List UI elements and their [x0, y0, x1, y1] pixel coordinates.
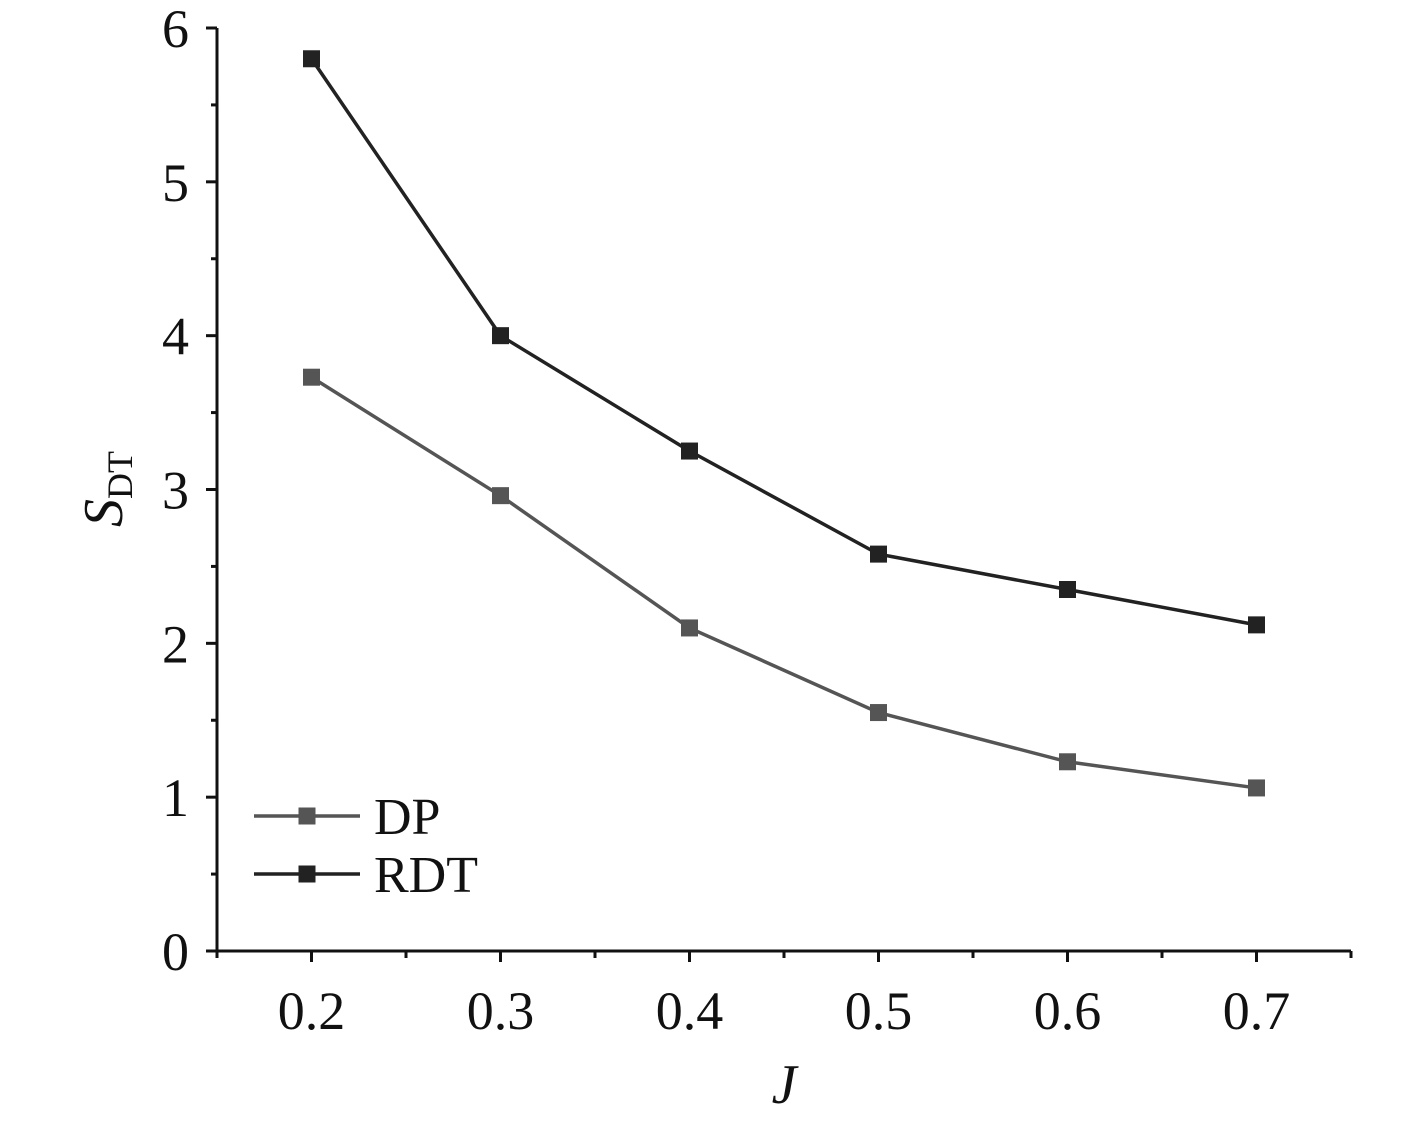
y-axis-label-main: S — [73, 499, 135, 527]
legend-marker-dp — [298, 807, 316, 825]
series-line-dp — [310, 375, 1257, 790]
legend-marker-rdt — [298, 865, 316, 883]
x-ticks: 0.2 0.3 0.4 0.5 0.6 0.7 — [215, 951, 1353, 1041]
data-point-rdt — [303, 50, 320, 68]
data-point-dp — [303, 368, 320, 386]
data-point-dp — [1059, 753, 1076, 771]
series-line-rdt — [310, 57, 1257, 627]
data-point-rdt — [870, 545, 887, 563]
legend-label-rdt: RDT — [374, 847, 478, 904]
data-point-dp — [870, 704, 887, 722]
y-tick-label: 4 — [162, 307, 189, 367]
data-point-rdt — [681, 442, 698, 460]
y-tick-label: 1 — [162, 768, 189, 828]
x-tick-label: 0.4 — [656, 981, 724, 1041]
x-tick-label: 0.7 — [1223, 981, 1291, 1041]
data-point-rdt — [492, 327, 509, 345]
y-tick-label: 2 — [162, 614, 189, 674]
y-axis-label-sub: DT — [100, 451, 140, 499]
x-tick-label: 0.3 — [467, 981, 535, 1041]
data-point-dp — [681, 619, 698, 637]
y-tick-label: 0 — [162, 922, 189, 982]
y-tick-label: 3 — [162, 461, 189, 521]
data-point-dp — [1248, 779, 1265, 797]
data-point-rdt — [1248, 616, 1265, 634]
x-axis-label: J — [772, 1054, 800, 1116]
data-point-dp — [492, 487, 509, 505]
x-tick-label: 0.6 — [1034, 981, 1102, 1041]
x-tick-label: 0.5 — [845, 981, 913, 1041]
series-layer — [303, 50, 1265, 797]
y-tick-label: 6 — [162, 0, 189, 59]
y-tick-label: 5 — [162, 153, 189, 213]
legend-label-dp: DP — [374, 789, 440, 846]
y-ticks: 0 1 2 3 4 5 6 — [162, 0, 217, 982]
data-point-rdt — [1059, 580, 1076, 598]
y-axis-label: SDT — [73, 451, 140, 527]
x-tick-label: 0.2 — [278, 981, 346, 1041]
